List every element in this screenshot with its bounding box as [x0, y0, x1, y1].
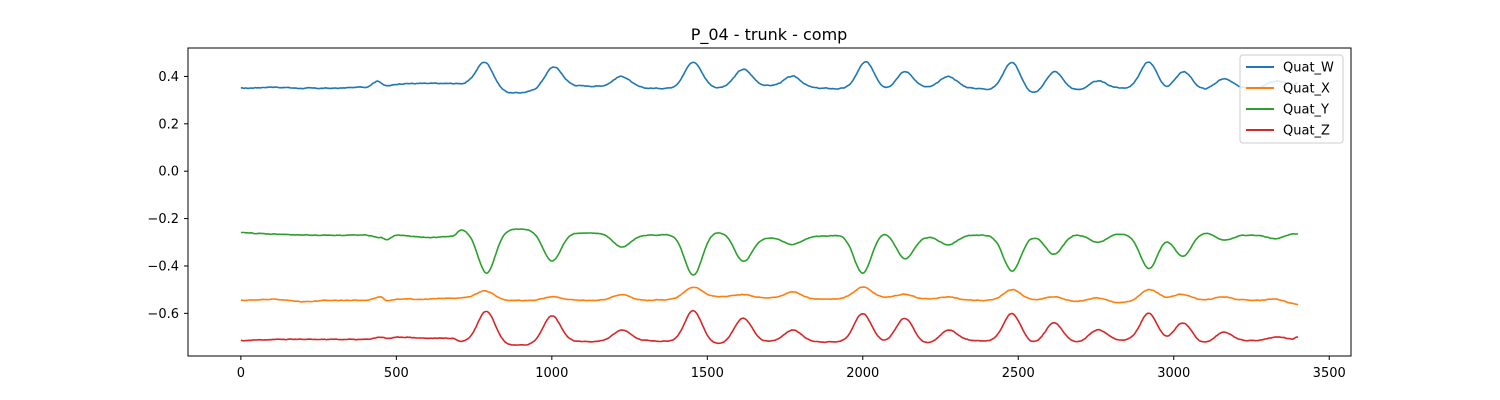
- x-tick-label: 500: [384, 366, 409, 381]
- x-tick-label: 1000: [535, 366, 568, 381]
- series-line-quat-x: [240, 286, 1299, 306]
- legend: Quat_W Quat_X Quat_Y Quat_Z: [1239, 54, 1344, 144]
- x-tick-label: 0: [237, 366, 245, 381]
- y-tick-label: 0.4: [158, 70, 179, 85]
- legend-label: Quat_Z: [1283, 124, 1330, 139]
- y-tick-label: −0.4: [147, 259, 179, 274]
- x-tick-label: 2000: [846, 366, 879, 381]
- legend-label: Quat_X: [1283, 82, 1330, 97]
- chart-title: P_04 - trunk - comp: [691, 25, 848, 45]
- series-line-quat-w: [240, 61, 1299, 94]
- plot-area-frame: [187, 47, 1352, 357]
- y-tick-label: 0.2: [158, 117, 179, 132]
- y-tick-label: −0.6: [147, 307, 179, 322]
- x-tick-label: 2500: [1002, 366, 1035, 381]
- y-tick-label: 0.0: [158, 165, 179, 180]
- series-line-quat-z: [240, 309, 1299, 346]
- legend-label: Quat_W: [1283, 61, 1334, 76]
- y-tick-label: −0.2: [147, 212, 179, 227]
- legend-box: [1239, 54, 1344, 144]
- legend-label: Quat_Y: [1283, 103, 1329, 118]
- y-axis: 0.4 0.2 0.0 −0.2 −0.4 −0.6: [147, 70, 188, 322]
- x-tick-label: 3500: [1313, 366, 1346, 381]
- x-tick-label: 3000: [1157, 366, 1190, 381]
- x-axis: 0 500 1000 1500 2000 2500 3000 3500: [237, 356, 1346, 381]
- series-layer: [240, 61, 1299, 346]
- x-tick-label: 1500: [691, 366, 724, 381]
- series-line-quat-y: [240, 228, 1299, 276]
